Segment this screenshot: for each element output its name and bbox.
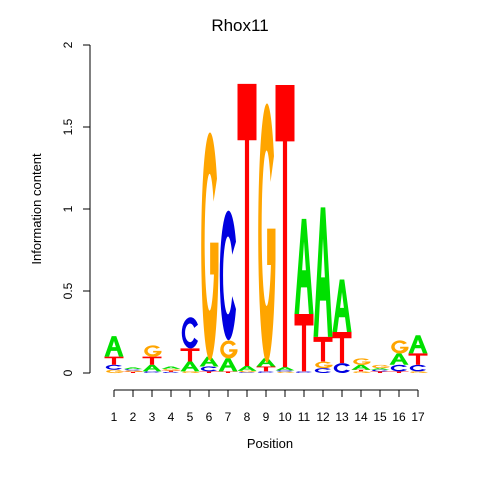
x-tick-label: 12	[316, 410, 330, 424]
letter-C-pos-1	[105, 364, 122, 370]
letter-G-pos-14	[353, 358, 371, 365]
letter-G-pos-17	[410, 371, 428, 374]
chart-title: Rhox11	[211, 16, 268, 35]
letter-stacks	[104, 83, 428, 374]
x-axis: 1 2 3 4 5 6 7 8 9 10 11 12 13 14 15 16 17	[111, 389, 425, 424]
letter-T-pos-5	[180, 348, 200, 362]
x-tick-label: 16	[392, 410, 406, 424]
letter-A-pos-13	[332, 279, 352, 332]
letter-T-pos-12	[313, 336, 333, 362]
letter-T-pos-3	[142, 356, 162, 365]
letter-T-pos-15	[370, 371, 390, 373]
letter-A-pos-10	[275, 367, 295, 371]
y-tick-label: 0.5	[61, 282, 75, 299]
letter-A-pos-6	[199, 356, 219, 367]
x-tick-label: 10	[278, 410, 292, 424]
letter-C-pos-2	[124, 369, 141, 371]
letter-C-pos-15	[371, 369, 388, 372]
letter-T-pos-4	[161, 370, 181, 372]
letter-G-pos-15	[372, 364, 390, 369]
y-tick-label: 0	[61, 369, 75, 376]
letter-A-pos-3	[142, 364, 162, 372]
letter-T-pos-17	[408, 353, 428, 365]
x-axis-label: Position	[247, 436, 293, 451]
y-tick-label: 1.5	[61, 118, 75, 135]
letter-C-pos-16	[390, 364, 407, 372]
letter-T-pos-1	[104, 356, 124, 365]
x-tick-label: 6	[206, 410, 213, 424]
letter-C-pos-3	[143, 371, 160, 373]
letter-C-pos-12	[314, 368, 331, 373]
letter-A-pos-1	[104, 336, 124, 357]
letter-C-pos-8	[238, 372, 255, 373]
letter-A-pos-16	[389, 353, 409, 365]
letter-C-pos-5	[181, 317, 198, 349]
x-tick-label: 5	[187, 410, 194, 424]
letter-T-pos-7	[218, 371, 238, 373]
letter-C-pos-6	[200, 366, 217, 372]
letter-G-pos-8	[239, 370, 257, 373]
letter-T-pos-6	[199, 371, 219, 373]
x-tick-label: 11	[298, 410, 311, 424]
x-tick-label: 15	[373, 410, 387, 424]
letter-A-pos-14	[351, 364, 371, 370]
letter-G-pos-7	[220, 340, 238, 359]
x-tick-label: 17	[411, 410, 425, 424]
letter-A-pos-15	[370, 368, 390, 370]
letter-C-pos-9	[257, 371, 274, 373]
letter-G-pos-4	[163, 368, 181, 371]
x-tick-label: 14	[354, 410, 368, 424]
letter-A-pos-7	[218, 358, 238, 372]
letter-T-pos-2	[123, 371, 143, 373]
letter-C-pos-17	[409, 364, 426, 372]
letter-C-pos-11	[295, 371, 312, 373]
x-tick-label: 9	[263, 410, 270, 424]
x-tick-label: 3	[149, 410, 156, 424]
y-tick-label: 2	[61, 41, 75, 48]
letter-A-pos-5	[180, 361, 200, 372]
letter-T-pos-14	[351, 369, 371, 372]
y-tick-label: 1	[61, 205, 75, 212]
letter-A-pos-8	[237, 365, 257, 371]
letter-G-pos-12	[315, 361, 333, 369]
letter-G-pos-6	[201, 132, 219, 361]
x-tick-label: 7	[225, 410, 232, 424]
x-tick-label: 1	[111, 410, 118, 424]
letter-A-pos-9	[256, 358, 276, 367]
letter-C-pos-13	[333, 363, 350, 373]
letter-A-pos-12	[313, 207, 333, 337]
y-axis: 0 0.5 1 1.5 2	[61, 41, 91, 376]
letter-G-pos-9	[258, 103, 276, 363]
letter-A-pos-11	[294, 218, 314, 314]
letter-T-pos-13	[332, 332, 352, 364]
letter-C-pos-10	[276, 370, 293, 372]
letter-T-pos-9	[256, 366, 276, 372]
letter-G-pos-3	[144, 345, 162, 357]
y-axis-label: Information content	[29, 153, 44, 265]
x-tick-label: 13	[335, 410, 349, 424]
letter-G-pos-5	[182, 371, 200, 374]
x-tick-label: 2	[130, 410, 137, 424]
letter-G-pos-10	[277, 371, 295, 374]
x-tick-label: 8	[244, 410, 251, 424]
letter-T-pos-11	[294, 313, 314, 372]
x-tick-label: 4	[168, 410, 175, 424]
letter-T-pos-8	[237, 83, 257, 366]
letter-C-pos-4	[162, 371, 179, 373]
letter-T-pos-16	[389, 371, 409, 373]
letter-A-pos-4	[161, 366, 181, 369]
letter-T-pos-10	[275, 85, 295, 368]
letter-G-pos-14	[353, 371, 371, 374]
letter-A-pos-2	[123, 367, 143, 370]
letter-C-pos-7	[219, 210, 236, 341]
letter-G-pos-1	[106, 369, 124, 374]
letter-G-pos-16	[391, 340, 409, 354]
letter-G-pos-2	[125, 370, 143, 372]
letter-A-pos-17	[408, 335, 428, 354]
